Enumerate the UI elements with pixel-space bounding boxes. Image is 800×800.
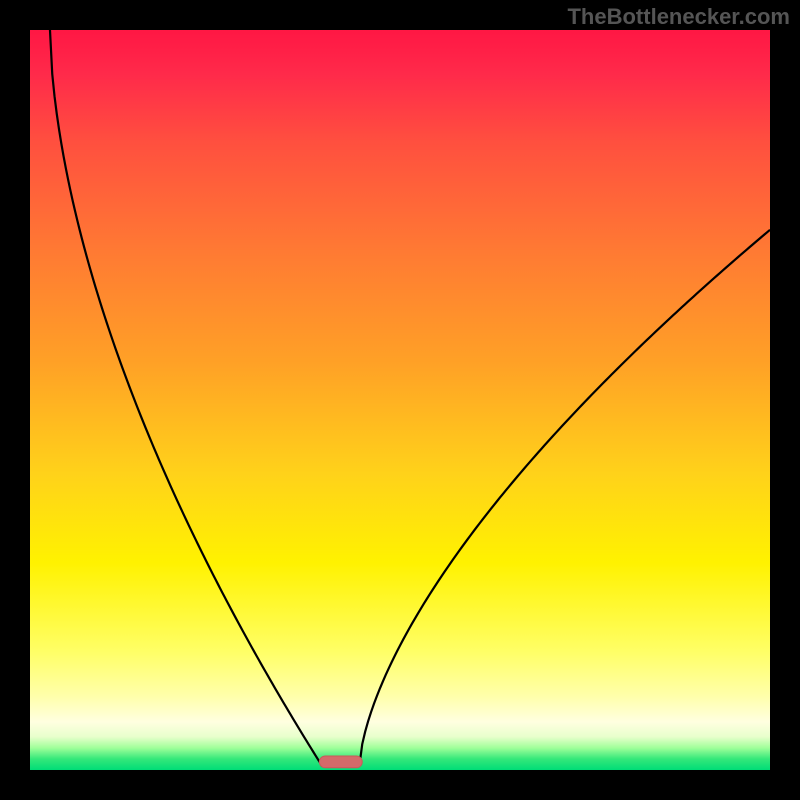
- optimal-marker: [319, 756, 362, 768]
- plot-area: [30, 30, 770, 770]
- watermark-text: TheBottlenecker.com: [567, 4, 790, 30]
- chart-container: TheBottlenecker.com: [0, 0, 800, 800]
- bottleneck-chart: [0, 0, 800, 800]
